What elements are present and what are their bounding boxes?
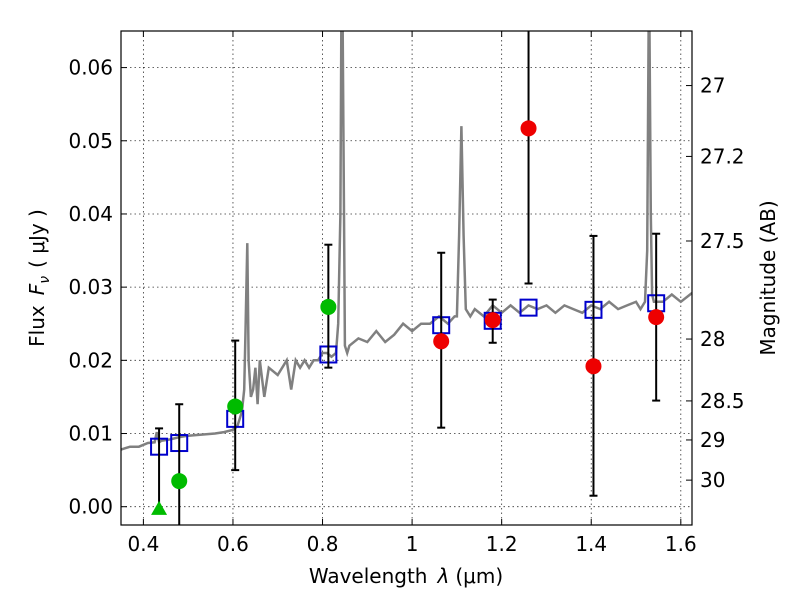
measurement-point bbox=[433, 333, 450, 350]
y2-tick-label: 28.5 bbox=[700, 389, 745, 413]
plot-frame bbox=[120, 30, 693, 526]
y2-tick-label: 29 bbox=[700, 428, 725, 452]
x-tick-label: 1 bbox=[406, 532, 419, 556]
y-tick-label: 0.04 bbox=[68, 202, 113, 226]
model-square-point bbox=[519, 298, 538, 317]
x-tick-label: 1.2 bbox=[486, 532, 518, 556]
measurement-point bbox=[520, 120, 537, 137]
y-axis-label: Flux Fν ( μJy ) bbox=[25, 209, 53, 347]
y-axis-label-symbol: F bbox=[25, 283, 49, 295]
spectrum-line bbox=[121, 31, 692, 451]
x-tick-label: 1.4 bbox=[575, 532, 607, 556]
y2-tick-label: 27.5 bbox=[700, 229, 745, 253]
y-tick-label: 0.01 bbox=[68, 422, 113, 446]
x-axis-label-symbol: λ bbox=[437, 564, 450, 588]
y-tick-label: 0.02 bbox=[68, 348, 113, 372]
y-tick-label: 0.06 bbox=[68, 56, 113, 80]
x-tick-label: 1.6 bbox=[665, 532, 697, 556]
y2-tick-label: 27.2 bbox=[700, 144, 745, 168]
y2-axis-label: Magnitude (AB) bbox=[756, 200, 780, 355]
y-tick-label: 0.00 bbox=[68, 495, 113, 519]
measurement-point bbox=[585, 358, 602, 375]
y2-tick-label: 28 bbox=[700, 327, 725, 351]
y2-tick-label: 30 bbox=[700, 468, 725, 492]
measurement-point bbox=[320, 298, 337, 315]
measurement-point bbox=[484, 312, 501, 329]
limit-triangle-point bbox=[151, 500, 168, 515]
y-axis-label-subscript: ν bbox=[37, 276, 53, 284]
y-axis-label-text: Flux bbox=[25, 305, 49, 347]
y-tick-label: 0.03 bbox=[68, 275, 113, 299]
y-axis-label-unit: ( μJy ) bbox=[25, 209, 49, 268]
measurement-point bbox=[648, 309, 665, 326]
x-axis-label: Wavelength λ (μm) bbox=[309, 564, 503, 588]
x-tick-label: 0.4 bbox=[127, 532, 159, 556]
y-tick-label: 0.05 bbox=[68, 129, 113, 153]
plot-area bbox=[121, 31, 692, 525]
x-tick-label: 0.6 bbox=[217, 532, 249, 556]
axis-ticks: 0.4 0.6 0.8 1 1.2 1.4 1.6 0.00 0.01 0.02 0.03 0.04 0… bbox=[68, 31, 745, 556]
x-axis-label-unit: (μm) bbox=[455, 564, 503, 588]
x-axis-label-text: Wavelength bbox=[309, 564, 428, 588]
y2-tick-label: 27 bbox=[700, 74, 725, 98]
measurement-point bbox=[227, 398, 244, 415]
measurement-point bbox=[171, 473, 188, 490]
x-tick-label: 0.8 bbox=[307, 532, 339, 556]
